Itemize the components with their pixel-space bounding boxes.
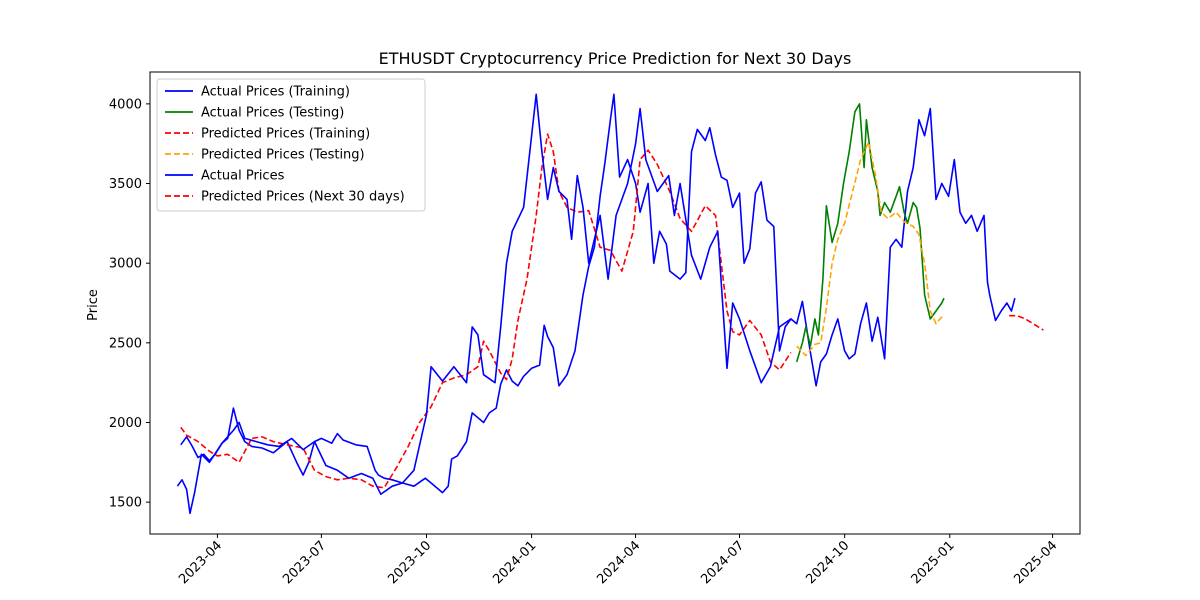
series-layer xyxy=(176,93,1044,515)
y-tick-label: 3000 xyxy=(109,257,142,272)
series-line-2 xyxy=(795,103,945,363)
y-tick-label: 4000 xyxy=(109,97,142,112)
series-line-5 xyxy=(176,93,792,515)
legend-label: Predicted Prices (Training) xyxy=(201,127,370,142)
y-tick-label: 3500 xyxy=(109,177,142,192)
legend-box xyxy=(156,78,426,212)
y-tick-label: 2000 xyxy=(109,416,142,431)
legend: Actual Prices (Training) Actual Prices (T… xyxy=(156,78,426,212)
y-axis-label: Price xyxy=(86,289,101,321)
legend-label: Predicted Prices (Testing) xyxy=(201,148,365,163)
legend-label: Actual Prices xyxy=(201,169,285,184)
series-line-3 xyxy=(180,133,792,489)
y-tick-label: 2500 xyxy=(109,336,142,351)
series-line-6 xyxy=(1009,314,1044,331)
y-tick-label: 1500 xyxy=(109,496,142,511)
legend-label: Actual Prices (Testing) xyxy=(201,106,344,121)
series-line-4 xyxy=(796,141,945,357)
legend-label: Predicted Prices (Next 30 days) xyxy=(201,190,405,205)
chart-title: ETHUSDT Cryptocurrency Price Prediction … xyxy=(379,49,852,68)
plot-frame xyxy=(149,71,1081,535)
series-line-1 xyxy=(180,93,1016,494)
legend-label: Actual Prices (Training) xyxy=(201,85,350,100)
